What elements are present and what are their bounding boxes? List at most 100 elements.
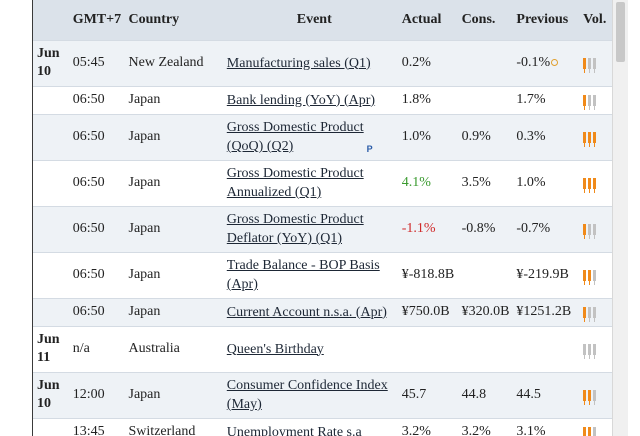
event-link[interactable]: Gross Domestic Product Annualized (Q1) (227, 164, 364, 202)
event-title-line2: (QoQ) (Q2) (226, 139, 294, 154)
event-title-line1: Unemployment Rate s.a (226, 424, 362, 436)
event-title-line2: Deflator (YoY) (Q1) (226, 231, 343, 246)
volatility-bar (583, 306, 587, 318)
table-row[interactable]: Jun 10 12:00 Japan Consumer Confidence Index… (33, 372, 613, 418)
table-row[interactable]: 06:50 Japan Gross Domestic Product (QoQ) (Q… (33, 114, 613, 160)
volatility-bar (588, 389, 592, 401)
previous-cell: -0.1% (516, 40, 583, 86)
volatility-cell (583, 418, 613, 436)
previous-cell: 1.7% (516, 86, 583, 114)
event-title-line1: Gross Domestic Product (226, 120, 364, 135)
date-day: 10 (37, 396, 51, 411)
event-link[interactable]: Bank lending (YoY) (Apr) (227, 91, 375, 110)
table-header-row: GMT+7 Country Event Actual Cons. Previou… (33, 0, 613, 40)
consensus-cell (462, 252, 517, 298)
header-previous[interactable]: Previous (516, 11, 569, 27)
volatility-bar (583, 269, 587, 281)
event-cell: Gross Domestic Product Deflator (YoY) (Q1… (227, 206, 402, 252)
volatility-bar (593, 306, 597, 318)
volatility-icon (583, 265, 597, 281)
event-link[interactable]: Consumer Confidence Index (May) (227, 376, 388, 414)
actual-cell: 3.2% (401, 424, 431, 436)
header-volatility[interactable]: Vol. (583, 11, 607, 27)
event-cell: Consumer Confidence Index (May) (227, 372, 402, 418)
volatility-cell (583, 298, 613, 326)
table-row[interactable]: 06:50 Japan Current Account n.s.a. (Apr) ¥7… (33, 298, 613, 326)
actual-cell (402, 326, 462, 372)
volatility-bar (588, 57, 592, 69)
header-event[interactable]: Event (296, 11, 332, 27)
previous-value: -0.7% (516, 221, 551, 236)
time-cell: 12:00 (72, 387, 105, 402)
volatility-bar (593, 131, 597, 143)
event-link[interactable]: Queen's Birthday (227, 340, 324, 359)
page-margin (628, 0, 640, 436)
event-title-line1: Consumer Confidence Index (226, 378, 388, 393)
date-day: 10 (37, 64, 51, 79)
actual-cell: 1.0% (401, 129, 431, 144)
volatility-bar (588, 269, 592, 281)
vertical-scrollbar[interactable] (612, 0, 629, 436)
header-country[interactable]: Country (128, 11, 180, 27)
header-actual[interactable]: Actual (401, 11, 442, 27)
header-cons[interactable]: Cons. (461, 11, 496, 27)
event-cell: Gross Domestic Product (QoQ) (Q2) P (227, 114, 402, 160)
table-row[interactable]: 06:50 Japan Bank lending (YoY) (Apr) 1.8% 1.… (33, 86, 613, 114)
event-link[interactable]: Unemployment Rate s.a (227, 423, 362, 436)
revised-indicator-icon[interactable] (551, 59, 559, 67)
event-title-line1: Trade Balance - BOP Basis (226, 258, 380, 273)
date-month: Jun (37, 332, 60, 347)
volatility-bar (588, 177, 592, 189)
country-cell: Japan (128, 175, 161, 190)
actual-cell: -1.1% (401, 221, 436, 236)
consensus-cell (462, 86, 517, 114)
table-row[interactable]: 06:50 Japan Trade Balance - BOP Basis (Apr)… (33, 252, 613, 298)
table-row[interactable]: 06:50 Japan Gross Domestic Product Annualiz… (33, 160, 613, 206)
consensus-cell (462, 326, 517, 372)
event-cell: Manufacturing sales (Q1) (227, 40, 402, 86)
event-link[interactable]: Current Account n.s.a. (Apr) (227, 303, 387, 322)
previous-cell: 44.5 (516, 372, 583, 418)
volatility-icon (583, 302, 597, 318)
table-row[interactable]: Jun 11 n/a Australia Queen's Birthday (33, 326, 613, 372)
table-row[interactable]: 06:50 Japan Gross Domestic Product Deflator… (33, 206, 613, 252)
date-cell (33, 206, 73, 252)
consensus-cell: 44.8 (461, 387, 487, 402)
date-cell (33, 114, 73, 160)
consensus-cell (462, 40, 517, 86)
volatility-cell (583, 86, 613, 114)
previous-value: ¥1251.2B (516, 304, 572, 319)
country-cell: Japan (128, 387, 161, 402)
volatility-cell (583, 206, 613, 252)
time-cell: 06:50 (72, 129, 105, 144)
event-link[interactable]: Gross Domestic Product (QoQ) (Q2) (227, 118, 364, 156)
volatility-bar (583, 389, 587, 401)
volatility-cell (583, 326, 613, 372)
date-cell: Jun 11 (33, 326, 73, 372)
event-title-line1: Manufacturing sales (Q1) (226, 55, 371, 71)
volatility-icon (583, 422, 597, 436)
date-cell (33, 418, 73, 436)
date-cell: Jun 10 (33, 372, 73, 418)
event-cell: Unemployment Rate s.a (227, 418, 402, 436)
country-cell: New Zealand (128, 55, 204, 70)
actual-cell: 4.1% (401, 175, 431, 190)
scrollbar-thumb[interactable] (616, 2, 625, 62)
country-cell: Australia (128, 341, 180, 356)
date-month: Jun (37, 46, 60, 61)
header-time[interactable]: GMT+7 (72, 11, 122, 27)
event-link[interactable]: Gross Domestic Product Deflator (YoY) (Q1… (227, 210, 364, 248)
date-day: 11 (37, 350, 51, 365)
volatility-icon (583, 173, 597, 189)
volatility-bar (588, 343, 592, 355)
table-row[interactable]: Jun 10 05:45 New Zealand Manufacturing sales… (33, 40, 613, 86)
event-link[interactable]: Trade Balance - BOP Basis (Apr) (227, 256, 380, 294)
previous-value: 1.7% (516, 92, 546, 107)
volatility-bar (593, 57, 597, 69)
volatility-cell (583, 372, 613, 418)
country-cell: Japan (128, 92, 161, 107)
event-link[interactable]: Manufacturing sales (Q1) (227, 54, 371, 73)
date-cell (33, 252, 73, 298)
table-row[interactable]: 13:45 Switzerland Unemployment Rate s.a 3.2… (33, 418, 613, 436)
volatility-icon (583, 385, 597, 401)
